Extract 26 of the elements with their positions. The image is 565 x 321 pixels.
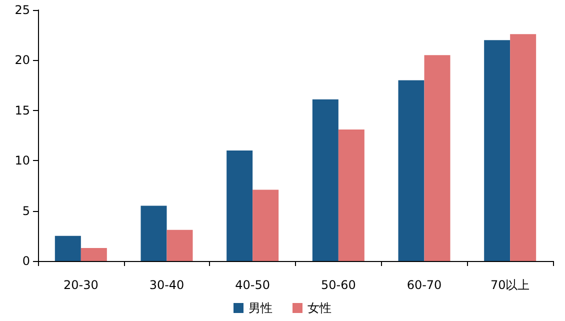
bar — [338, 129, 364, 261]
y-tick-label: 5 — [22, 204, 30, 218]
bar — [424, 55, 450, 261]
bar — [510, 34, 536, 261]
bar — [54, 236, 81, 261]
y-tick-label: 0 — [22, 254, 30, 268]
x-tick-label: 20-30 — [63, 278, 98, 292]
legend-label: 女性 — [308, 301, 332, 315]
bar — [140, 206, 167, 261]
x-tick-label: 30-40 — [149, 278, 184, 292]
x-tick-label: 40-50 — [235, 278, 270, 292]
legend-label: 男性 — [248, 301, 272, 315]
bar — [398, 80, 424, 261]
bar — [226, 150, 253, 261]
x-tick-label: 60-70 — [406, 278, 442, 292]
y-tick-label: 25 — [14, 3, 30, 17]
y-tick-label: 15 — [14, 103, 30, 118]
bar — [166, 230, 193, 261]
y-tick-label: 20 — [14, 53, 30, 68]
bar — [80, 248, 107, 261]
bar — [484, 40, 510, 261]
y-tick-label: 10 — [14, 154, 30, 168]
x-tick-label: 50-60 — [320, 278, 356, 292]
x-tick-label: 70以上 — [490, 278, 530, 292]
bar — [252, 190, 279, 261]
bar — [312, 99, 338, 261]
